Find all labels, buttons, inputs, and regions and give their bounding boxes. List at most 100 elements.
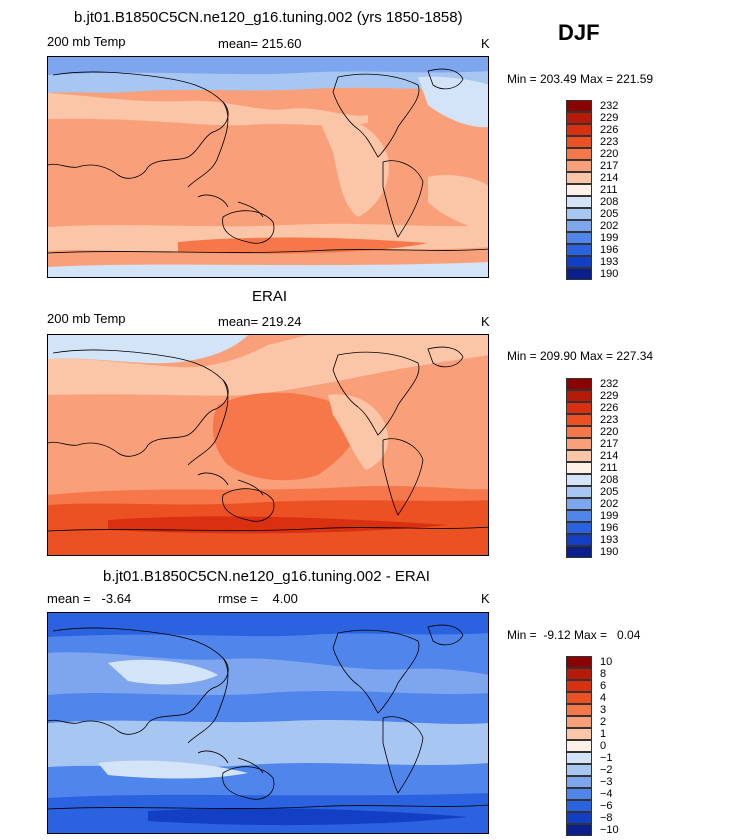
panel3-colorbar-swatch-4 (566, 704, 592, 716)
panel1-field-atlantic-cool (418, 76, 488, 128)
panel3-colorbar-swatch-6 (566, 728, 592, 740)
panel3-colorbar-label: 6 (600, 680, 607, 692)
panel1-colorbar-swatch-8 (566, 196, 592, 208)
panel3-coastlines (48, 624, 488, 810)
panel1-colorbar-label: 220 (600, 148, 619, 160)
panel3-colorbar-swatch-14 (566, 824, 592, 836)
panel1-colorbar-swatch-6 (566, 172, 592, 184)
panel2-colorbar-swatch-1 (566, 390, 592, 402)
panel3-greenland (427, 624, 464, 646)
panel3-colorbar-label: −6 (600, 800, 613, 812)
panel2-field-north-cool (48, 335, 248, 364)
panel2-colorbar-swatch-3 (566, 414, 592, 426)
panel1-colorbar-label: 199 (600, 232, 619, 244)
panel3-colorbar-label: 4 (600, 692, 607, 704)
panel3-mean-label: mean = -3.64 (47, 591, 132, 606)
panel2-mean-label: mean= 219.24 (218, 314, 302, 329)
panel3-colorbar-label: 1 (600, 728, 607, 740)
panel2-colorbar-swatch-8 (566, 474, 592, 486)
panel2-colorbar-swatch-14 (566, 546, 592, 558)
panel3-colorbar-label: 0 (600, 740, 607, 752)
panel2-colorbar-label: 223 (600, 414, 619, 426)
panel3-antarctica (48, 804, 488, 810)
panel2-colorbar-swatch-10 (566, 498, 592, 510)
panel2-units-label: K (481, 314, 490, 329)
panel3-colorbar-swatch-13 (566, 812, 592, 824)
panel3-south-america (382, 716, 424, 794)
panel3-colorbar-label: −8 (600, 812, 613, 824)
panel2-field-central-light (328, 394, 389, 470)
panel1-colorbar-label: 211 (600, 184, 618, 196)
panel2-colorbar-label: 211 (600, 462, 618, 474)
panel2-north-america (332, 351, 420, 436)
panel1-variable-label: 200 mb Temp (47, 34, 126, 49)
panel3-colorbar-swatch-9 (566, 764, 592, 776)
panel3-colorbar-swatch-10 (566, 776, 592, 788)
panel3-units-label: K (481, 591, 490, 606)
panel1-colorbar-swatch-0 (566, 100, 592, 112)
panel2-colorbar-label: 193 (600, 534, 619, 546)
panel2-antarctica (48, 526, 488, 532)
panel2-title: ERAI (252, 288, 288, 305)
panel2-colorbar-label: 214 (600, 450, 619, 462)
panel3-colorbar-label: −3 (600, 776, 613, 788)
panel1-field-pacific-light (318, 116, 389, 217)
panel1-units-label: K (481, 36, 490, 51)
panel1-colorbar-swatch-7 (566, 184, 592, 196)
panel2-colorbar-label: 190 (600, 546, 619, 558)
panel3-colorbar-label: −4 (600, 788, 613, 800)
panel2-colorbar-swatch-5 (566, 438, 592, 450)
panel1-colorbar-label: 223 (600, 136, 619, 148)
panel1-colorbar-swatch-2 (566, 124, 592, 136)
panel1-title: b.jt01.B1850C5CN.ne120_g16.tuning.002 (y… (74, 9, 463, 26)
panel2-colorbar-swatch-7 (566, 462, 592, 474)
panel1-colorbar-label: 208 (600, 196, 619, 208)
panel2-colorbar-label: 226 (600, 402, 619, 414)
panel2-colorbar-label: 217 (600, 438, 619, 450)
panel1-field-eastern-light (428, 175, 488, 232)
panel1-colorbar-swatch-1 (566, 112, 592, 124)
season-label: DJF (558, 20, 600, 45)
panel1-colorbar-label: 190 (600, 268, 619, 280)
panel3-colorbar-swatch-0 (566, 656, 592, 668)
panel2-field-north-light (48, 335, 488, 396)
panel2-colorbar-swatch-9 (566, 486, 592, 498)
panel1-colorbar-swatch-14 (566, 268, 592, 280)
panel3-colorbar-swatch-7 (566, 740, 592, 752)
panel2-field-southern-hot (108, 516, 448, 534)
panel1-australia (222, 210, 275, 244)
panel1-asia-pacific-coast (187, 101, 229, 188)
panel3-field-southern-core (148, 808, 468, 826)
panel3-eurasia-coast (48, 627, 229, 735)
panel1-colorbar-label: 217 (600, 160, 619, 172)
panel1-colorbar-label: 229 (600, 112, 619, 124)
panel3-colorbar-label: 2 (600, 716, 607, 728)
panel2-asia-pacific-coast (187, 379, 229, 466)
panel3-colorbar-swatch-12 (566, 800, 592, 812)
panel2-colorbar-label: 208 (600, 474, 619, 486)
panel3-map (47, 612, 489, 834)
panel1-field-southern-cold (48, 262, 488, 277)
panel2-colorbar-label: 199 (600, 510, 619, 522)
panel3-colorbar-label: −2 (600, 764, 613, 776)
panel1-field-north-core (48, 57, 488, 75)
panel3-field-subtropical-band (48, 720, 488, 768)
panel3-colorbar-swatch-11 (566, 788, 592, 800)
panel2-colorbar-label: 220 (600, 426, 619, 438)
panel3-north-america (332, 629, 420, 714)
panel3-colorbar-label: 3 (600, 704, 607, 716)
panel2-maritime-continent (197, 472, 264, 496)
panel2-colorbar-label: 196 (600, 522, 619, 534)
panel2-australia (222, 488, 275, 522)
panel2-colorbar-swatch-13 (566, 534, 592, 546)
panel3-map-svg (48, 613, 488, 833)
panel3-colorbar-label: 10 (600, 656, 613, 668)
panel3-field-asia-weak (108, 659, 218, 685)
panel3-minmax: Min = -9.12 Max = 0.04 (507, 628, 641, 642)
panel1-colorbar-swatch-5 (566, 160, 592, 172)
panel1-colorbar-swatch-13 (566, 256, 592, 268)
panel3-colorbar-label: −10 (600, 824, 619, 836)
panel1-field-subarctic (48, 93, 368, 126)
panel2-eurasia-coast (48, 349, 229, 457)
panel3-rmse-label: rmse = 4.00 (218, 591, 298, 606)
